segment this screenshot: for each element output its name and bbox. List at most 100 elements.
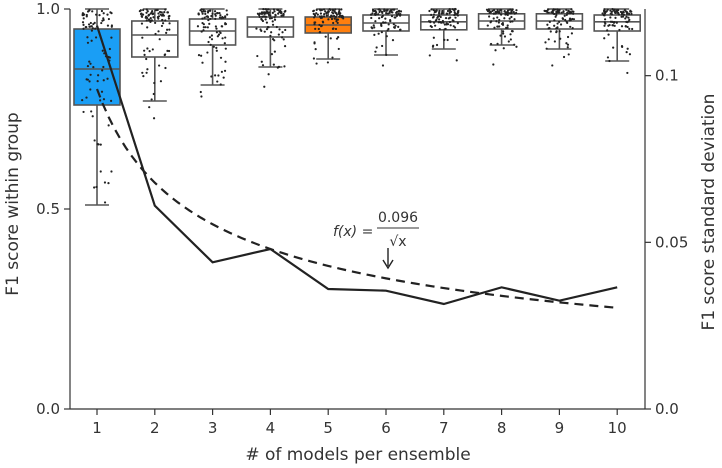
jitter-point [206, 26, 209, 29]
jitter-point [224, 60, 227, 63]
jitter-point [267, 8, 270, 11]
jitter-point [89, 88, 92, 91]
jitter-point [258, 15, 261, 18]
jitter-point [628, 53, 632, 56]
jitter-point [436, 15, 440, 18]
jitter-point [161, 18, 164, 22]
jitter-point [628, 18, 631, 21]
jitter-point [395, 10, 399, 13]
jitter-point [623, 8, 626, 12]
jitter-point [438, 18, 441, 21]
jitter-point [88, 8, 91, 12]
jitter-point [389, 20, 392, 23]
jitter-point [569, 25, 572, 28]
jitter-point [434, 24, 437, 27]
jitter-point [265, 21, 269, 24]
x-tick-label: 6 [381, 419, 391, 437]
jitter-point [223, 69, 227, 72]
jitter-point [631, 27, 634, 31]
jitter-point [164, 8, 167, 11]
jitter-point [141, 71, 144, 74]
jitter-point [562, 10, 565, 13]
jitter-point [102, 12, 105, 15]
jitter-point [199, 90, 202, 94]
jitter-point [108, 47, 111, 51]
jitter-point [102, 98, 106, 101]
jitter-point [509, 38, 512, 41]
jitter-point [212, 45, 215, 48]
jitter-point [380, 24, 383, 28]
jitter-point [496, 16, 499, 19]
jitter-point [392, 23, 395, 26]
jitter-point [492, 12, 495, 15]
jitter-point [168, 22, 171, 25]
jitter-point [314, 47, 317, 51]
y-tick-label-right: 0.1 [655, 67, 679, 85]
jitter-point [91, 10, 94, 13]
jitter-point [625, 20, 628, 23]
jitter-point [330, 17, 334, 21]
jitter-point [570, 32, 574, 35]
jitter-point [215, 46, 218, 49]
jitter-point [565, 20, 568, 23]
jitter-point [385, 9, 389, 12]
jitter-point [85, 15, 88, 18]
jitter-point [626, 25, 629, 29]
jitter-point [374, 9, 377, 13]
jitter-point [107, 181, 110, 185]
jitter-point [553, 19, 556, 22]
jitter-point [322, 8, 326, 11]
jitter-point [618, 28, 621, 32]
jitter-point [141, 13, 145, 16]
jitter-point [207, 40, 210, 44]
jitter-point [100, 90, 104, 93]
jitter-point [99, 170, 102, 173]
jitter-point [329, 15, 332, 19]
jitter-point [443, 38, 446, 41]
jitter-point [147, 14, 150, 17]
jitter-point [197, 13, 200, 16]
jitter-point [225, 9, 228, 12]
jitter-point [445, 22, 448, 25]
jitter-point [334, 27, 338, 31]
jitter-point [571, 26, 574, 30]
jitter-point [394, 16, 397, 19]
jitter-point [501, 23, 505, 26]
jitter-point [499, 34, 502, 37]
jitter-point [107, 124, 110, 127]
jitter-point [214, 25, 217, 28]
jitter-point [506, 24, 509, 27]
jitter-point [203, 16, 206, 19]
jitter-point [570, 8, 573, 11]
jitter-point [614, 16, 617, 19]
jitter-point [316, 13, 319, 16]
jitter-point [265, 10, 268, 13]
jitter-point [267, 73, 270, 76]
jitter-point [91, 27, 94, 30]
jitter-point [396, 13, 399, 16]
jitter-point [90, 110, 93, 113]
jitter-point [430, 8, 433, 11]
jitter-point [509, 20, 512, 23]
jitter-point [226, 13, 229, 16]
jitter-point [503, 17, 506, 20]
jitter-point [92, 65, 95, 69]
jitter-point [428, 9, 431, 13]
jitter-point [630, 10, 633, 13]
jitter-point [500, 13, 503, 16]
jitter-point [86, 10, 90, 13]
jitter-point [488, 15, 491, 18]
jitter-point [213, 10, 217, 13]
jitter-point [612, 46, 615, 49]
jitter-point [219, 14, 222, 17]
jitter-point [224, 22, 228, 26]
jitter-point [496, 42, 499, 45]
jitter-point [276, 66, 279, 69]
jitter-point [151, 13, 154, 16]
jitter-point [158, 38, 161, 41]
jitter-point [156, 8, 159, 12]
jitter-point [383, 9, 386, 13]
jitter-point [342, 17, 345, 20]
jitter-point [318, 8, 321, 11]
jitter-point [545, 47, 548, 50]
